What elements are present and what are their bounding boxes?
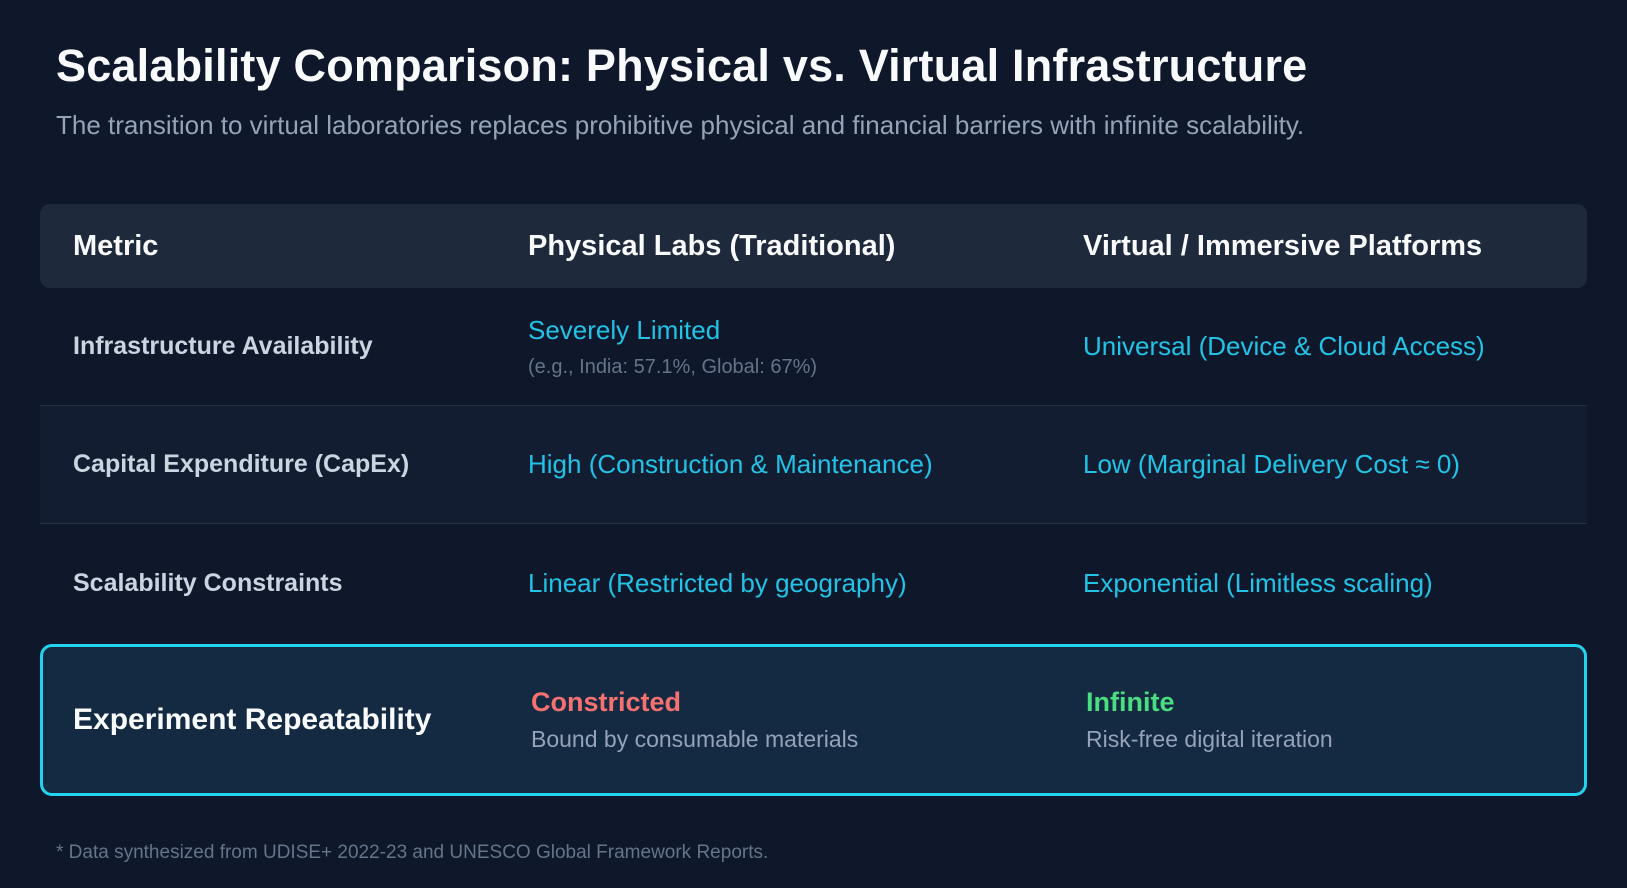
cell-text: Universal (Device & Cloud Access) xyxy=(1083,331,1485,361)
table-cell: Infinite Risk-free digital iteration xyxy=(1086,687,1584,753)
subtitle: The transition to virtual laboratories r… xyxy=(56,110,1305,140)
header-row: Metric Physical Labs (Traditional) Virtual… xyxy=(40,204,1587,288)
table-cell: Exponential (Limitless scaling) xyxy=(1083,568,1587,599)
header-cell: Physical Labs (Traditional) xyxy=(528,229,896,262)
title: Scalability Comparison: Physical vs. Vir… xyxy=(56,40,1308,91)
cell-text: Capital Expenditure (CapEx) xyxy=(73,450,410,478)
table-cell: Experiment Repeatability xyxy=(43,703,531,737)
table-cell: Linear (Restricted by geography) xyxy=(528,568,1083,599)
header-cell: Virtual / Immersive Platforms xyxy=(1083,229,1483,262)
table-cell: Universal (Device & Cloud Access) xyxy=(1083,331,1587,362)
cell-text: Constricted xyxy=(531,687,682,717)
table-cell: Infrastructure Availability xyxy=(40,332,528,361)
cell-text: Linear (Restricted by geography) xyxy=(528,567,907,598)
header-cell: Metric xyxy=(73,229,159,262)
table-cell: Scalability Constraints xyxy=(40,569,528,598)
highlight-row: Experiment Repeatability Constricted Bound… xyxy=(40,644,1587,796)
table-row: Infrastructure Availability Severely Limi… xyxy=(40,288,1587,406)
cell-text: High (Construction & Maintenance) xyxy=(528,449,933,479)
cell-note: (e.g., India: 57.1%, Global: 67%) xyxy=(528,355,818,378)
cell-note: Bound by consumable materials xyxy=(531,726,859,752)
cell-text: Scalability Constraints xyxy=(73,568,343,597)
table-cell: Constricted Bound by consumable materials xyxy=(531,687,1086,753)
cell-text: Infrastructure Availability xyxy=(73,332,373,360)
table-cell: Capital Expenditure (CapEx) xyxy=(40,450,528,479)
table-cell: Severely Limited (e.g., India: 57.1%, Glo… xyxy=(528,315,1083,379)
footnote: * Data synthesized from UDISE+ 2022-23 a… xyxy=(56,842,769,863)
table-row: Scalability Constraints Linear (Restricte… xyxy=(40,524,1587,642)
cell-note: Risk-free digital iteration xyxy=(1086,726,1333,752)
cell-text: Infinite xyxy=(1086,687,1175,717)
table-row: Capital Expenditure (CapEx) High (Constru… xyxy=(40,406,1587,524)
cell-text: Exponential (Limitless scaling) xyxy=(1083,567,1433,598)
cell-text: Severely Limited xyxy=(528,314,721,345)
cell-text: Low (Marginal Delivery Cost ≈ 0) xyxy=(1083,449,1460,479)
table-cell: Low (Marginal Delivery Cost ≈ 0) xyxy=(1083,449,1587,480)
comparison-table: Metric Physical Labs (Traditional) Virtual… xyxy=(40,204,1587,796)
cell-text: Experiment Repeatability xyxy=(73,703,432,736)
table-cell: High (Construction & Maintenance) xyxy=(528,449,1083,480)
